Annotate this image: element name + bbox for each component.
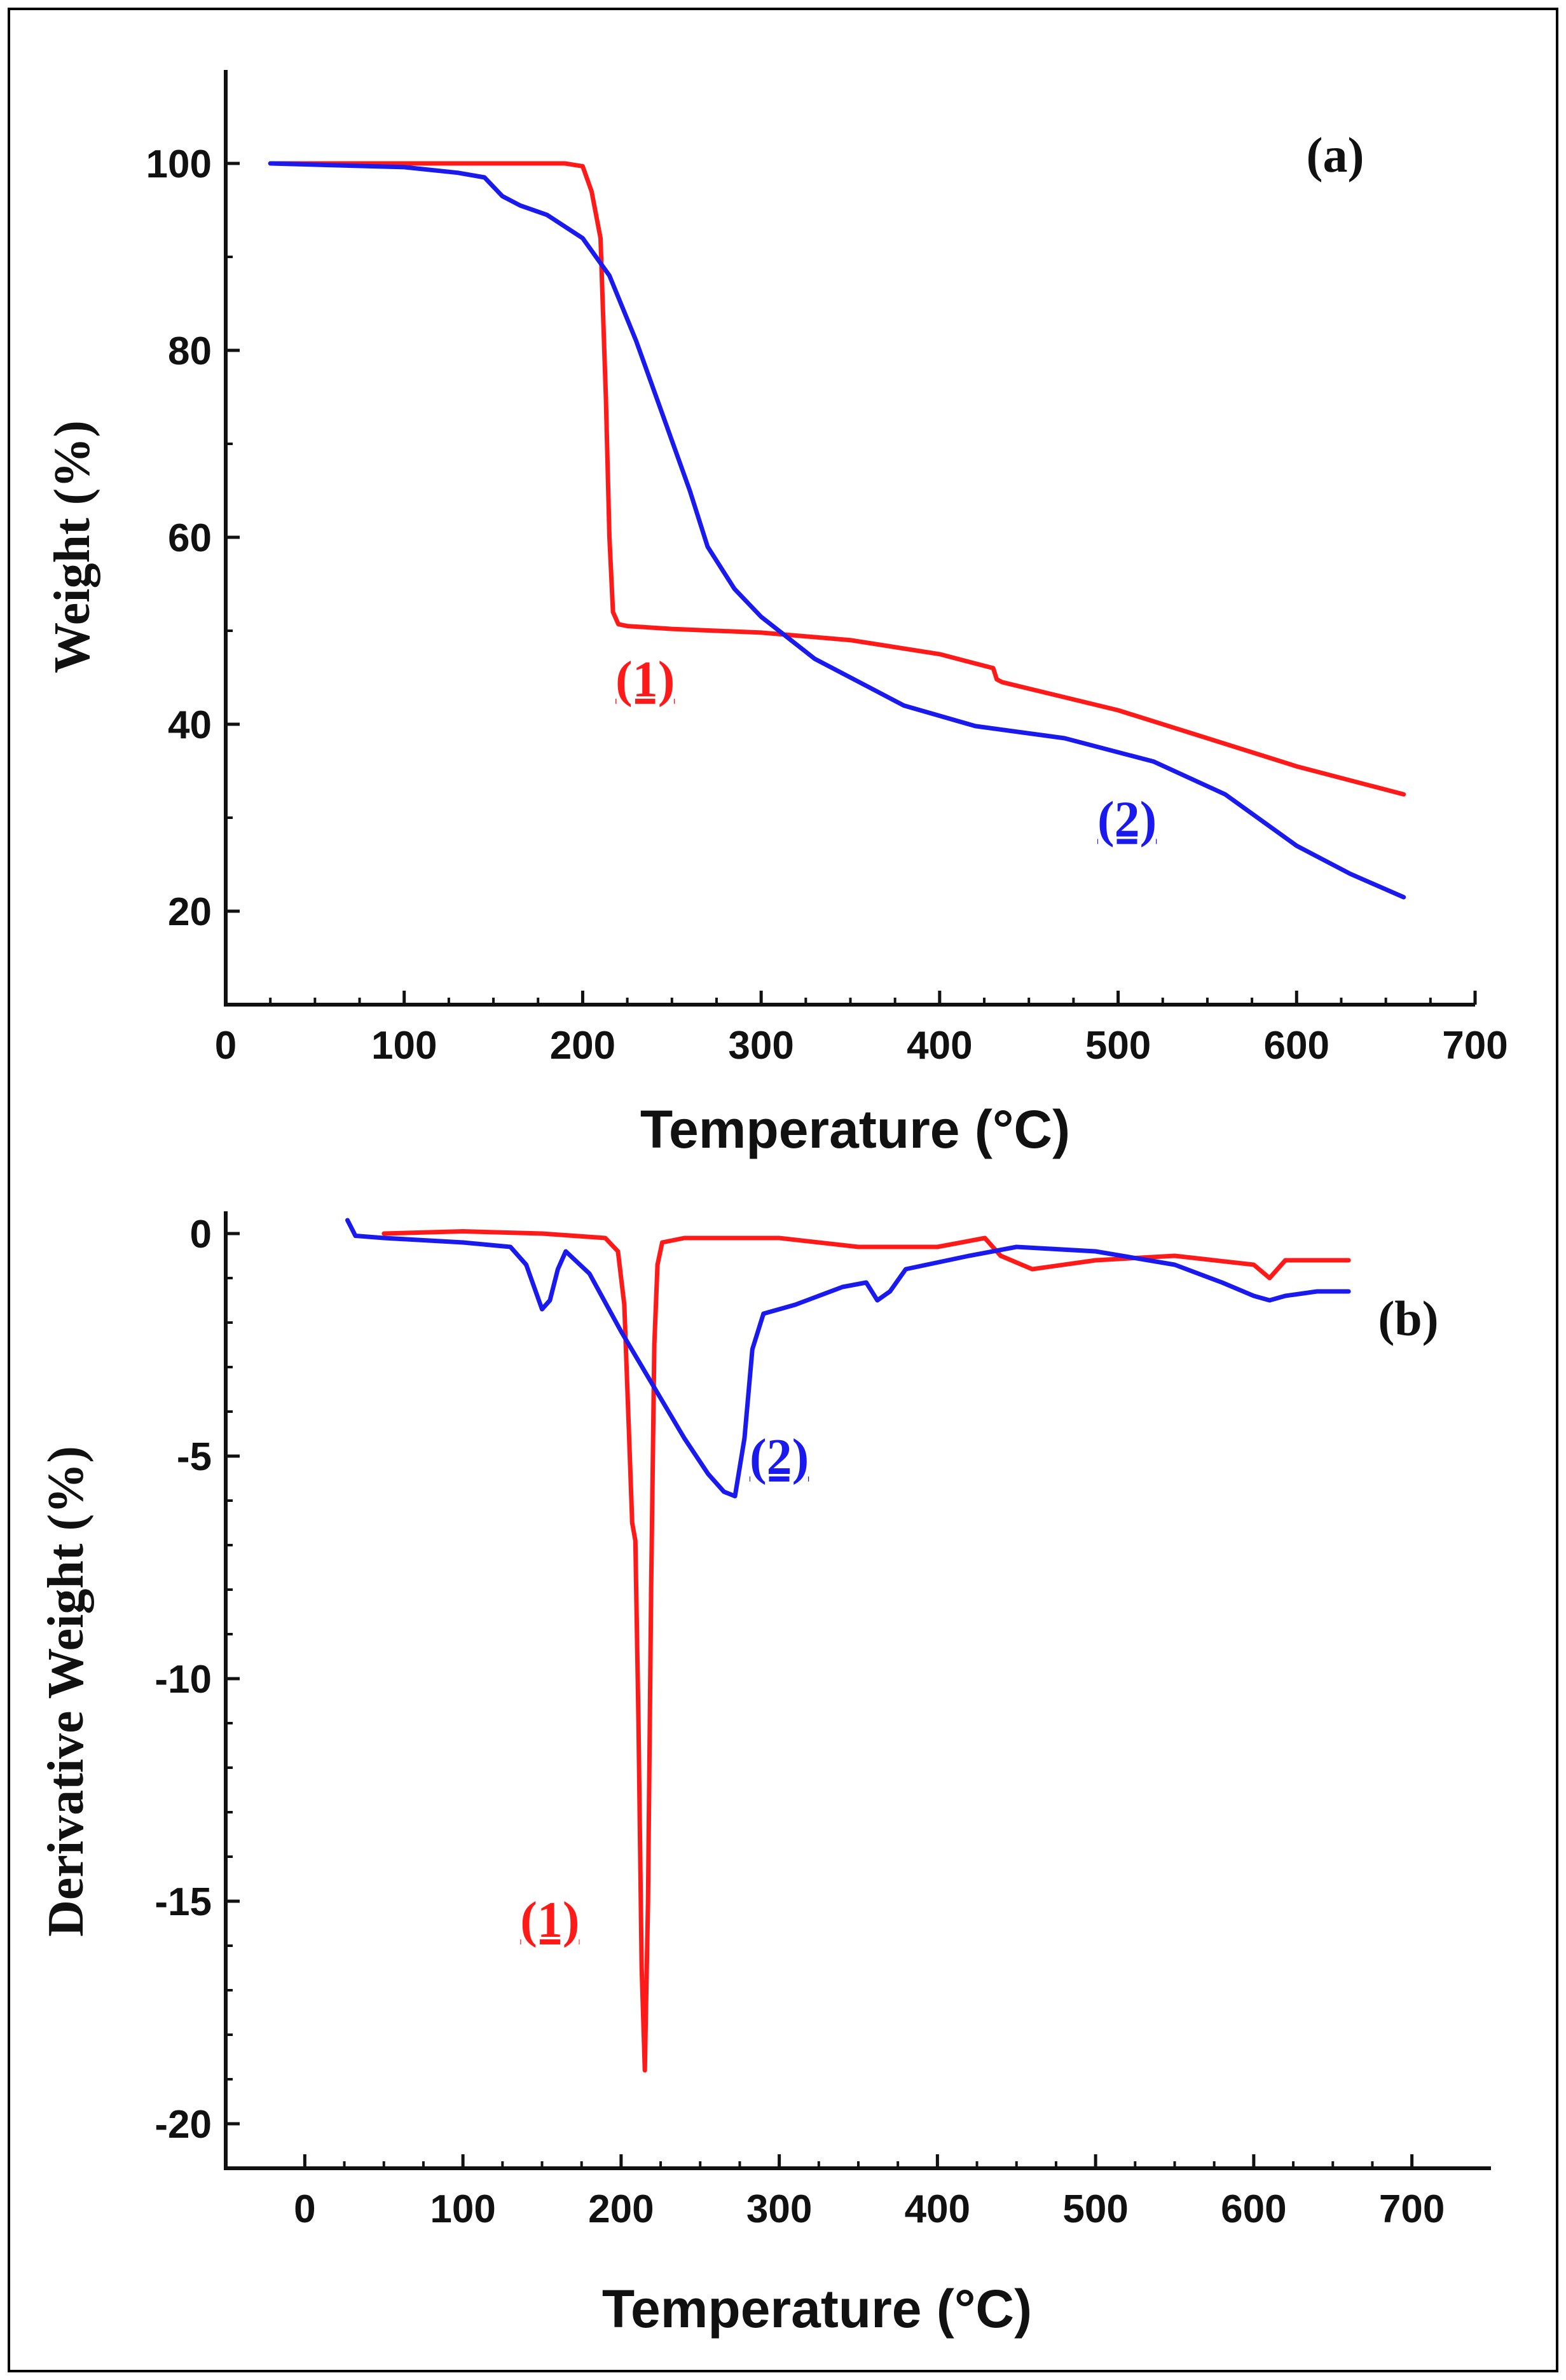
panel-a-x-tick-label: 700 (1442, 1024, 1508, 1068)
panel-a-y-tick-label: 20 (168, 890, 212, 934)
panel-b-x-tick-label: 200 (588, 2187, 654, 2231)
panel-a-series-1-line (268, 161, 1406, 797)
panel-a-axis-lines (224, 70, 1475, 1007)
panel-b-x-tick-label: 600 (1221, 2187, 1286, 2231)
panel-b-series-1-label: (1) (520, 1892, 579, 1948)
panel-a-x-tick-label: 200 (550, 1024, 615, 1068)
panel-a-series (268, 161, 1406, 900)
panel-b-series-2-line (345, 1218, 1351, 1499)
panel-a-x-tick-label: 300 (728, 1024, 793, 1068)
panel-b-x-tick-label: 300 (746, 2187, 812, 2231)
panel-a-y-tick-label: 60 (168, 516, 212, 560)
panel-a-y-tick-label: 80 (168, 329, 212, 373)
panel-a-tag: (a) (1307, 127, 1364, 182)
panel-a-weight-chart: 0 100 200 300 400 500 600 700 20 40 60 80 100 (a) Te… (45, 70, 1508, 1159)
panel-a-x-tick-label: 400 (907, 1024, 972, 1068)
panel-b-axis-lines (224, 1211, 1491, 2170)
panel-b-x-tick-label: 100 (430, 2187, 495, 2231)
panel-b-y-tick-label: 0 (190, 1213, 212, 1256)
panel-a-axes: 0 100 200 300 400 500 600 700 20 40 60 80 100 (146, 70, 1508, 1068)
panel-a-x-tick-label: 500 (1085, 1024, 1151, 1068)
panel-a-y-tick-label: 40 (168, 703, 212, 747)
panel-b-axes: 0 100 200 300 400 500 600 700 -20 -15 -10 -5 0 (155, 1211, 1491, 2231)
panel-b-y-tick-label: -10 (155, 1658, 212, 1702)
panel-b-series-2-label: (2) (750, 1429, 809, 1485)
panel-a-series-2-line (268, 161, 1406, 900)
panel-a-y-axis-label: Weight (%) (45, 420, 100, 673)
panel-b-y-tick-label: -15 (155, 1880, 212, 1924)
panel-a-x-tick-label: 600 (1264, 1024, 1329, 1068)
panel-a-x-axis-label: Temperature (°C) (640, 1099, 1070, 1159)
panel-b-derivative-chart: 0 100 200 300 400 500 600 700 -20 -15 -10 -5 0 (b) T… (38, 1211, 1491, 2339)
panel-b-y-axis-label: Derivative Weight (%) (38, 1446, 94, 1937)
panel-a-x-tick-label: 0 (215, 1024, 237, 1068)
panel-b-series-1-line (381, 1229, 1351, 2073)
panel-b-x-axis-label: Temperature (°C) (602, 2279, 1032, 2339)
panel-a-y-tick-label: 100 (146, 142, 212, 186)
panel-a-series-1-label: (1) (615, 652, 675, 708)
panel-b-x-tick-label: 0 (294, 2187, 315, 2231)
panel-b-x-tick-label: 400 (905, 2187, 970, 2231)
panel-b-y-tick-label: -5 (177, 1435, 212, 1479)
panel-b-x-tick-label: 700 (1379, 2187, 1445, 2231)
panel-a-x-tick-label: 100 (371, 1024, 437, 1068)
panel-b-x-tick-label: 500 (1062, 2187, 1128, 2231)
panel-b-tag: (b) (1378, 1291, 1438, 1346)
panel-b-y-tick-label: -20 (155, 2103, 212, 2147)
panel-b-series (345, 1218, 1351, 2073)
panel-a-series-2-label: (2) (1097, 792, 1157, 848)
figure-border (8, 8, 1558, 2372)
